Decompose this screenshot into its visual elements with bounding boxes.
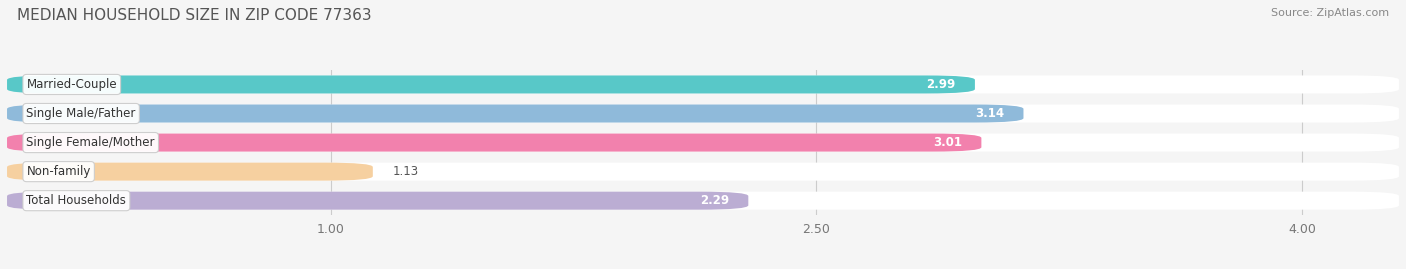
FancyBboxPatch shape	[7, 105, 1024, 122]
Text: Non-family: Non-family	[27, 165, 91, 178]
FancyBboxPatch shape	[7, 76, 1399, 93]
Text: 2.29: 2.29	[700, 194, 728, 207]
Text: 3.14: 3.14	[974, 107, 1004, 120]
Text: 3.01: 3.01	[934, 136, 962, 149]
Text: 2.99: 2.99	[927, 78, 956, 91]
Text: MEDIAN HOUSEHOLD SIZE IN ZIP CODE 77363: MEDIAN HOUSEHOLD SIZE IN ZIP CODE 77363	[17, 8, 371, 23]
FancyBboxPatch shape	[7, 163, 1399, 180]
FancyBboxPatch shape	[7, 105, 1399, 122]
Text: Single Female/Mother: Single Female/Mother	[27, 136, 155, 149]
FancyBboxPatch shape	[7, 134, 981, 151]
Text: Total Households: Total Households	[27, 194, 127, 207]
FancyBboxPatch shape	[7, 76, 974, 93]
FancyBboxPatch shape	[7, 192, 748, 210]
Text: Single Male/Father: Single Male/Father	[27, 107, 136, 120]
Text: Source: ZipAtlas.com: Source: ZipAtlas.com	[1271, 8, 1389, 18]
Text: 1.13: 1.13	[392, 165, 419, 178]
FancyBboxPatch shape	[7, 163, 373, 180]
FancyBboxPatch shape	[7, 134, 1399, 151]
FancyBboxPatch shape	[7, 192, 1399, 210]
Text: Married-Couple: Married-Couple	[27, 78, 117, 91]
